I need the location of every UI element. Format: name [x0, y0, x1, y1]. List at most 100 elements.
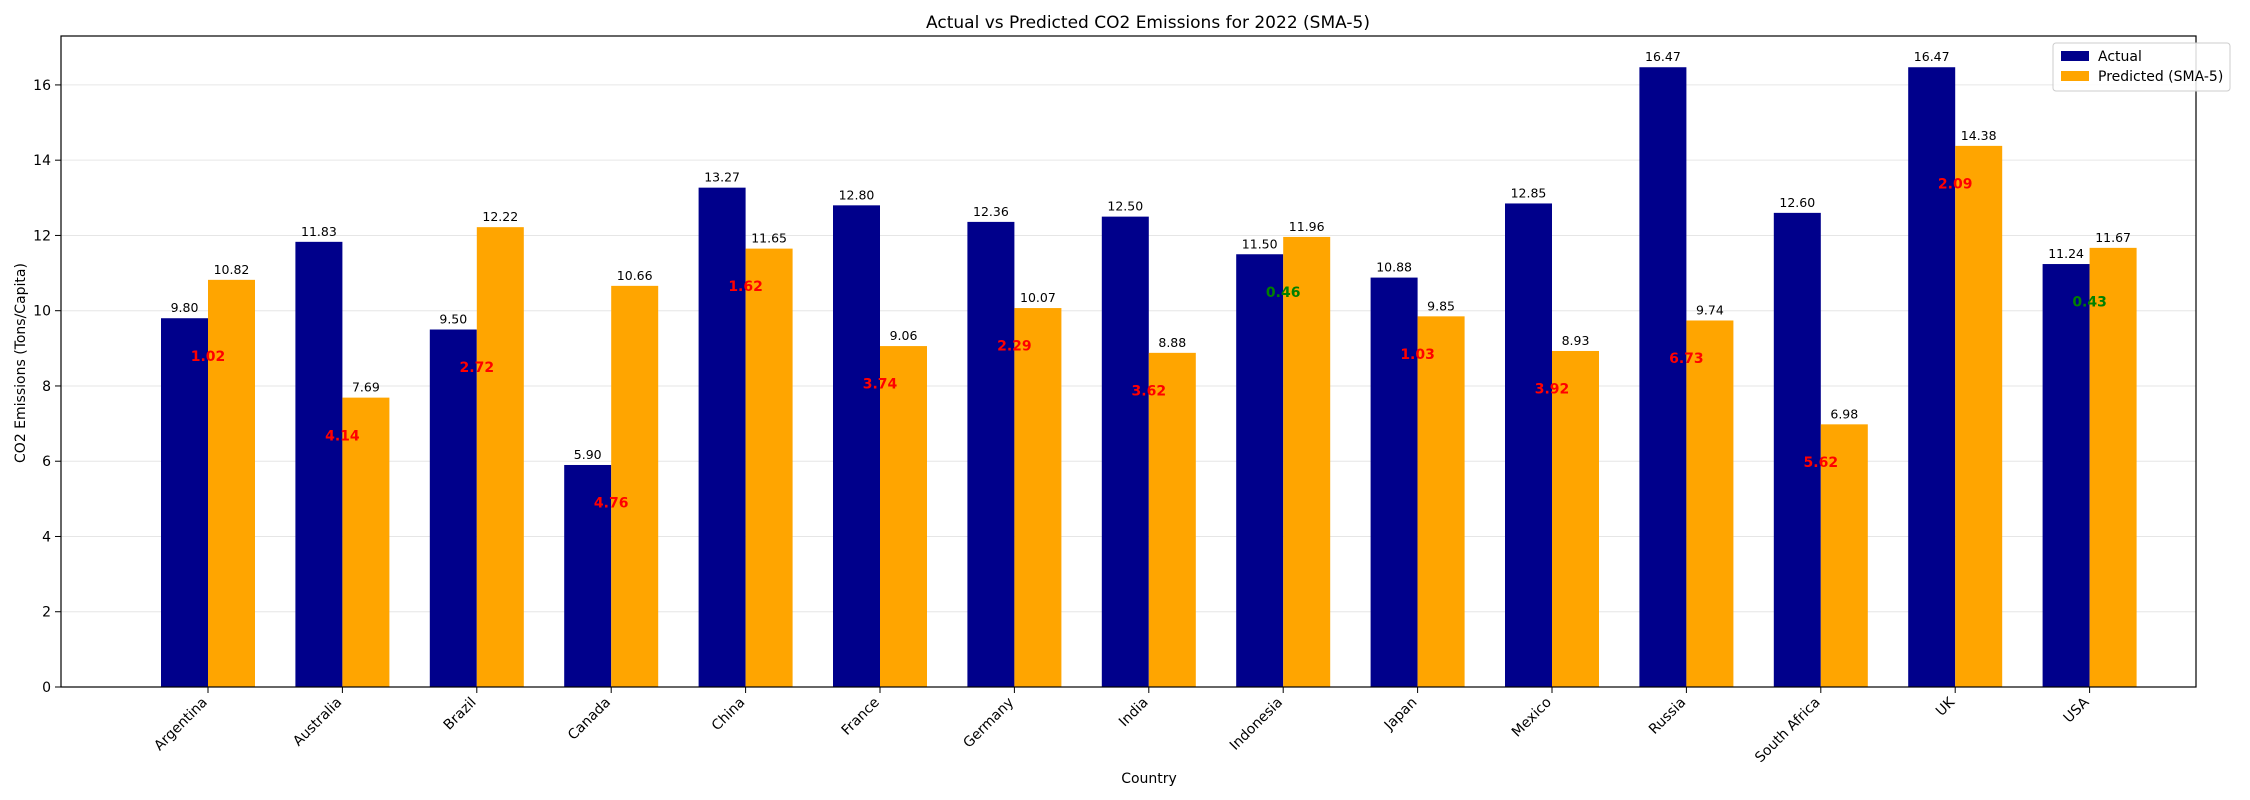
bar-label-actual: 12.80	[839, 187, 875, 202]
bar-label-predicted: 9.85	[1427, 298, 1455, 313]
difference-label: 2.09	[1938, 177, 1973, 193]
x-tick-label: Mexico	[1509, 695, 1555, 741]
x-axis: Argentina Australia Brazil Canada China Franc…	[151, 687, 2093, 766]
bar-label-actual: 13.27	[704, 170, 740, 185]
bar-predicted	[1820, 424, 1868, 687]
difference-label: 2.29	[997, 339, 1032, 355]
bar-actual	[295, 241, 343, 687]
bar-label-predicted: 11.96	[1289, 219, 1325, 234]
difference-label: 3.62	[1132, 383, 1167, 399]
bar-label-predicted: 10.07	[1020, 290, 1056, 305]
difference-label: 4.76	[594, 496, 629, 512]
bar-predicted	[1552, 350, 1599, 687]
y-tick-label: 16	[33, 78, 51, 94]
x-tick-label: China	[709, 695, 749, 735]
bar-actual	[429, 329, 477, 687]
x-tick-label: USA	[2061, 694, 2093, 726]
x-tick-label: Canada	[565, 695, 614, 744]
x-tick-label: Indonesia	[1227, 695, 1286, 754]
x-tick-label: UK	[1933, 694, 1959, 720]
bar-predicted	[208, 279, 255, 687]
difference-label: 4.14	[325, 428, 360, 444]
bar-label-predicted: 6.98	[1830, 406, 1858, 421]
difference-labels: 1.02 4.14 2.72 4.76 1.62 3.74 2.29 3.62 0.46 1.03…	[191, 177, 2107, 512]
bar-actual	[1773, 212, 1821, 687]
legend-swatch	[2061, 51, 2089, 61]
bar-label-predicted: 8.93	[1562, 333, 1590, 348]
bar-actual	[698, 187, 746, 687]
difference-label: 3.74	[863, 377, 898, 393]
legend-entry: Actual	[2098, 49, 2142, 65]
bar-predicted	[1148, 352, 1196, 687]
difference-label: 0.46	[1266, 285, 1301, 301]
difference-label: 5.62	[1804, 455, 1839, 471]
bar-predicted	[342, 397, 390, 687]
bar-label-predicted: 10.82	[214, 262, 250, 277]
bar-actual	[1101, 216, 1149, 688]
bar-label-actual: 16.47	[1645, 49, 1681, 64]
bar-predicted	[611, 285, 659, 687]
bar-label-actual: 11.24	[2048, 246, 2084, 261]
bar-actual	[1236, 254, 1284, 687]
y-tick-label: 10	[33, 304, 51, 320]
bar-label-predicted: 8.88	[1158, 335, 1186, 350]
difference-label: 2.72	[460, 360, 495, 376]
bar-actual	[1505, 203, 1552, 688]
y-axis: 0 2 4 6 8 10 12 14 16	[33, 78, 61, 696]
x-tick-label: Australia	[290, 695, 345, 750]
legend: Actual Predicted (SMA-5)	[2052, 42, 2231, 92]
bar-predicted	[1686, 320, 1734, 687]
bar-actual	[2042, 264, 2090, 687]
bars	[161, 67, 2137, 688]
bar-actual	[564, 464, 612, 687]
plot-area-frame	[60, 35, 2197, 688]
bar-label-actual: 12.50	[1107, 199, 1143, 214]
y-axis-label: CO2 Emissions (Tons/Capita)	[13, 263, 29, 463]
y-tick-label: 12	[33, 228, 51, 244]
x-tick-label: Japan	[1381, 695, 1421, 735]
bar-predicted	[1955, 145, 2003, 688]
bar-label-actual: 10.88	[1376, 260, 1412, 275]
bar-label-predicted: 11.67	[2095, 230, 2131, 245]
bar-label-predicted: 10.66	[617, 268, 653, 283]
legend-box	[2052, 42, 2231, 92]
bar-label-actual: 16.47	[1914, 49, 1950, 64]
y-tick-label: 6	[42, 454, 51, 470]
bar-predicted	[745, 248, 793, 687]
bar-label-predicted: 9.06	[890, 328, 918, 343]
difference-label: 0.43	[2072, 295, 2107, 311]
bar-label-actual: 9.50	[439, 312, 467, 327]
y-tick-label: 8	[42, 379, 51, 395]
bar-actual	[967, 221, 1015, 687]
y-tick-label: 2	[42, 605, 51, 621]
bar-actual	[833, 205, 880, 687]
bar-predicted	[476, 227, 524, 687]
x-tick-label: India	[1116, 695, 1152, 731]
bar-predicted	[880, 346, 927, 687]
difference-label: 1.62	[728, 279, 763, 295]
x-tick-label: Argentina	[151, 695, 211, 755]
bar-actual	[1908, 67, 1956, 687]
bar-label-predicted: 7.69	[352, 380, 380, 395]
difference-label: 6.73	[1669, 351, 1704, 367]
bar-predicted	[1417, 316, 1465, 687]
difference-label: 1.03	[1400, 347, 1435, 363]
bar-actual	[1370, 277, 1418, 687]
bar-actual	[161, 318, 208, 687]
x-tick-label: Germany	[960, 695, 1017, 752]
bar-predicted	[1014, 308, 1062, 687]
y-tick-label: 0	[42, 680, 51, 696]
bar-label-actual: 5.90	[574, 447, 602, 462]
bar-value-labels: 9.80 10.82 11.83 7.69 9.50 12.22 5.90 10.66 13.2…	[171, 49, 2131, 462]
bar-label-actual: 11.83	[301, 224, 337, 239]
chart-title: Actual vs Predicted CO2 Emissions for 20…	[926, 13, 1370, 33]
x-tick-label: Russia	[1646, 695, 1689, 738]
bar-label-actual: 12.85	[1511, 185, 1547, 200]
y-tick-label: 14	[33, 153, 51, 169]
x-tick-label: South Africa	[1752, 695, 1823, 766]
legend-entry: Predicted (SMA-5)	[2098, 69, 2223, 85]
bar-predicted	[1283, 236, 1331, 687]
legend-swatch	[2061, 71, 2089, 81]
x-axis-label: Country	[1121, 771, 1177, 787]
